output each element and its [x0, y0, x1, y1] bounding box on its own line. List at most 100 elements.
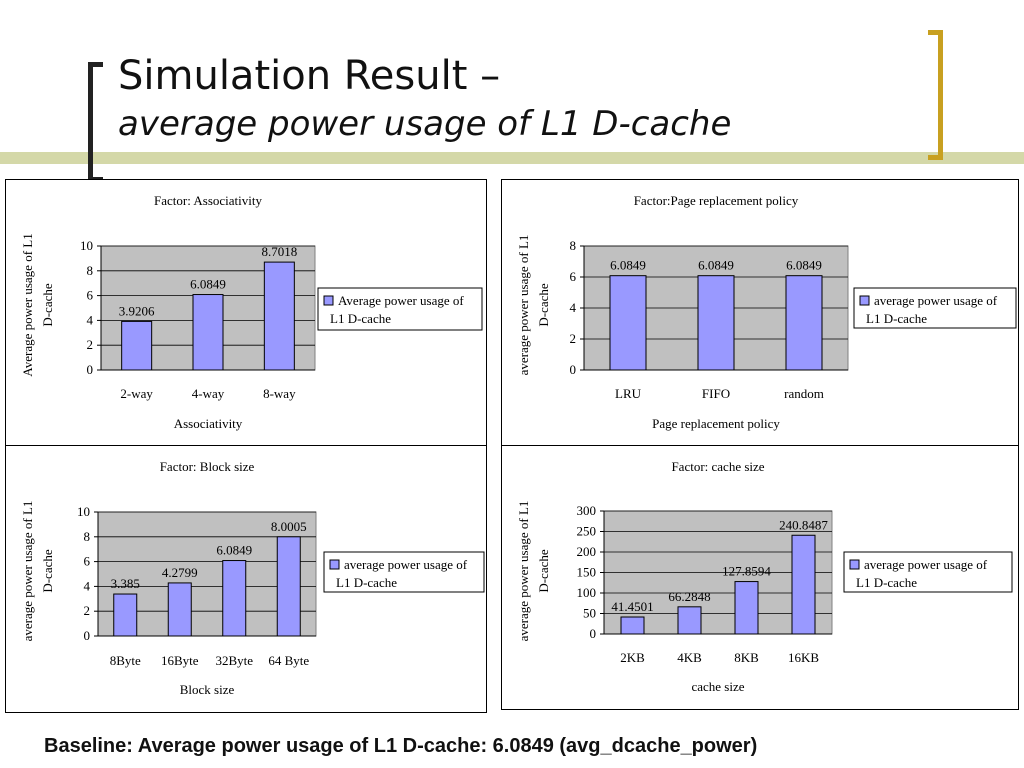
y-tick-label: 200	[577, 544, 597, 559]
bar	[734, 581, 759, 635]
slide-title: Simulation Result – average power usage …	[118, 50, 731, 146]
slide-title-line1: Simulation Result –	[118, 53, 501, 99]
legend-swatch	[849, 559, 860, 570]
x-tick-label: 4-way	[192, 386, 225, 401]
data-label: 3.385	[111, 576, 140, 591]
y-tick-label: 100	[577, 585, 597, 600]
y-tick-label: 250	[577, 524, 597, 539]
legend-box	[323, 551, 485, 593]
legend-label: Average power usage of	[338, 293, 464, 308]
y-tick-label: 8	[84, 529, 91, 544]
y-axis-label: average power usage of L1	[20, 501, 35, 642]
y-axis-label: D-cache	[40, 549, 55, 593]
y-tick-label: 6	[87, 288, 94, 303]
x-tick-label: 2KB	[620, 650, 645, 665]
data-label: 6.0849	[190, 277, 226, 292]
y-axis-label: Average power usage of L1	[20, 233, 35, 376]
data-label: 41.4501	[611, 599, 653, 614]
y-tick-label: 0	[590, 626, 597, 641]
x-axis-label: cache size	[691, 679, 744, 694]
bar	[167, 582, 192, 637]
x-tick-label: 8KB	[734, 650, 759, 665]
right-bracket-decoration	[928, 30, 943, 160]
bar	[192, 294, 224, 371]
x-tick-label: 8Byte	[110, 653, 141, 668]
legend-label: L1 D-cache	[856, 575, 917, 590]
y-axis-label: D-cache	[536, 283, 551, 327]
x-tick-label: 64 Byte	[268, 653, 309, 668]
legend-swatch	[329, 559, 340, 570]
legend-swatch	[323, 295, 334, 306]
y-tick-label: 2	[570, 331, 577, 346]
chart-associativity: Factor: Associativity 0 2 4 6 8 10 3.9206 2-way 6…	[20, 193, 483, 431]
legend-swatch	[859, 295, 870, 306]
y-tick-label: 4	[84, 578, 91, 593]
bar	[785, 275, 823, 371]
y-tick-label: 6	[84, 554, 91, 569]
x-tick-label: random	[784, 386, 824, 401]
slide-title-line2: average power usage of L1 D-cache	[118, 104, 732, 144]
chart-cache-size: Factor: cache size 0 50 100 150 200 250 300 41.4…	[516, 459, 1013, 694]
y-tick-label: 0	[87, 362, 94, 377]
data-label: 66.2848	[668, 589, 710, 604]
bar	[620, 616, 645, 635]
bar	[263, 261, 295, 371]
y-axis-label: average power usage of L1	[516, 235, 531, 376]
data-label: 8.7018	[261, 244, 297, 259]
y-tick-label: 4	[570, 300, 577, 315]
chart-block-size: Factor: Block size 0 2 4 6 8 10 3.385 8Byte 4.279…	[20, 459, 485, 697]
data-label: 240.8487	[779, 517, 828, 532]
decorative-band	[0, 152, 1024, 164]
bar	[276, 536, 301, 637]
y-tick-label: 150	[577, 565, 597, 580]
x-tick-label: 16KB	[788, 650, 819, 665]
x-axis-label: Associativity	[174, 416, 243, 431]
legend-label: average power usage of	[864, 557, 988, 572]
bar	[113, 593, 138, 637]
y-tick-label: 10	[77, 504, 90, 519]
y-tick-label: 8	[570, 238, 577, 253]
x-tick-label: 4KB	[677, 650, 702, 665]
y-tick-label: 0	[570, 362, 577, 377]
y-tick-label: 8	[87, 263, 94, 278]
data-label: 8.0005	[271, 519, 307, 534]
legend-label: L1 D-cache	[336, 575, 397, 590]
bar	[697, 275, 735, 371]
y-tick-label: 2	[84, 603, 91, 618]
x-axis-label: Page replacement policy	[652, 416, 780, 431]
y-tick-label: 0	[84, 628, 91, 643]
y-tick-label: 4	[87, 312, 94, 327]
y-axis-label: average power usage of L1	[516, 501, 531, 642]
y-tick-label: 2	[87, 337, 94, 352]
chart-page-replacement: Factor:Page replacement policy 0 2 4 6 8 6.084…	[516, 193, 1017, 431]
legend-label: average power usage of	[344, 557, 468, 572]
legend-label: L1 D-cache	[866, 311, 927, 326]
legend-label: L1 D-cache	[330, 311, 391, 326]
x-tick-label: FIFO	[702, 386, 730, 401]
chart-panel-associativity: Factor: Associativity 0 2 4 6 8 10 3.9206 2-way 6…	[5, 179, 487, 447]
chart-title: Factor: cache size	[671, 459, 764, 474]
x-tick-label: 16Byte	[161, 653, 199, 668]
bar	[121, 320, 153, 371]
x-axis-label: Block size	[180, 682, 235, 697]
chart-panel-cache-size: Factor: cache size 0 50 100 150 200 250 300 41.4…	[501, 445, 1019, 710]
y-axis-label: D-cache	[536, 549, 551, 593]
x-tick-label: 32Byte	[215, 653, 253, 668]
data-label: 127.8594	[722, 564, 771, 579]
y-tick-label: 300	[577, 503, 597, 518]
legend-box	[843, 551, 1013, 593]
data-label: 3.9206	[119, 303, 155, 318]
data-label: 4.2799	[162, 565, 198, 580]
bar	[609, 275, 647, 371]
bar	[677, 606, 702, 635]
chart-panel-page-replacement: Factor:Page replacement policy 0 2 4 6 8 6.084…	[501, 179, 1019, 447]
legend-box	[853, 287, 1017, 329]
y-tick-label: 50	[583, 606, 596, 621]
chart-title: Factor: Associativity	[154, 193, 262, 208]
y-axis-label: D-cache	[40, 283, 55, 327]
data-label: 6.0849	[698, 258, 734, 273]
baseline-note: Baseline: Average power usage of L1 D-ca…	[44, 735, 758, 757]
x-tick-label: LRU	[615, 386, 642, 401]
x-tick-label: 2-way	[120, 386, 153, 401]
y-tick-label: 6	[570, 269, 577, 284]
